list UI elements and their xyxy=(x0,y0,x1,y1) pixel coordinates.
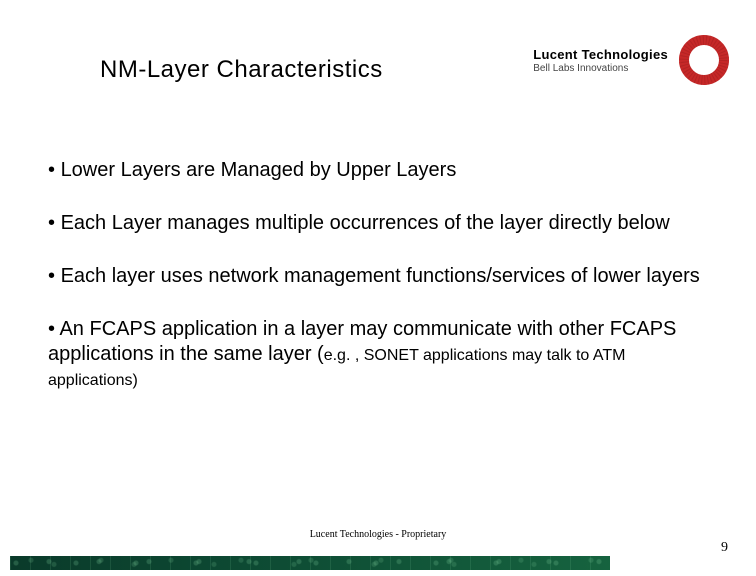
header: NM-Layer Characteristics Lucent Technolo… xyxy=(0,0,756,100)
page-number: 9 xyxy=(721,540,728,556)
list-item: • Lower Layers are Managed by Upper Laye… xyxy=(48,158,708,183)
footer-proprietary-text: Lucent Technologies - Proprietary xyxy=(0,529,756,540)
logo-company-name: Lucent Technologies xyxy=(533,47,668,62)
bullet-list: • Lower Layers are Managed by Upper Laye… xyxy=(48,158,708,420)
lucent-logo: Lucent Technologies Bell Labs Innovation… xyxy=(533,32,732,88)
list-item: • An FCAPS application in a layer may co… xyxy=(48,317,708,392)
bullet-text: Lower Layers are Managed by Upper Layers xyxy=(61,159,457,181)
logo-text: Lucent Technologies Bell Labs Innovation… xyxy=(533,47,668,74)
list-item: • Each layer uses network management fun… xyxy=(48,264,708,289)
slide-title: NM-Layer Characteristics xyxy=(100,56,383,84)
innovation-ring-icon xyxy=(676,32,732,88)
bullet-text: Each Layer manages multiple occurrences … xyxy=(61,212,670,234)
footer-decorative-bar xyxy=(10,556,610,570)
list-item: • Each Layer manages multiple occurrence… xyxy=(48,211,708,236)
bullet-text: Each layer uses network management funct… xyxy=(61,265,700,287)
logo-tagline: Bell Labs Innovations xyxy=(533,63,668,74)
